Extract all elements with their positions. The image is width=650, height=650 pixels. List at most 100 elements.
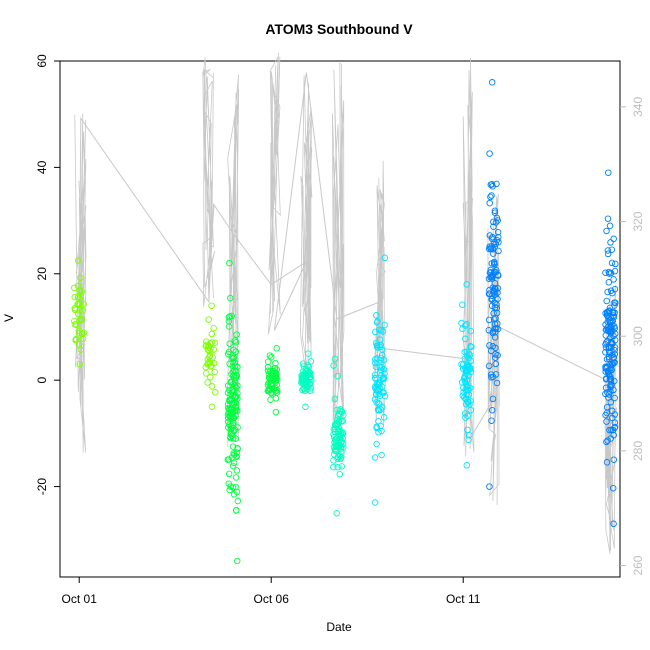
- data-point: [459, 361, 467, 368]
- data-point: [465, 436, 472, 444]
- data-point: [211, 368, 218, 376]
- data-point: [208, 302, 215, 309]
- data-point: [612, 299, 619, 307]
- data-point: [606, 426, 613, 434]
- data-point: [375, 399, 382, 407]
- data-point: [303, 380, 310, 388]
- data-point: [487, 193, 494, 201]
- y2-tick-label: 260: [631, 555, 645, 575]
- data-point: [602, 341, 609, 348]
- data-point: [458, 379, 466, 386]
- data-point: [607, 364, 615, 372]
- data-point: [336, 432, 344, 440]
- data-point: [467, 357, 474, 365]
- data-point: [611, 267, 619, 275]
- data-point: [306, 380, 314, 388]
- data-point: [234, 497, 242, 505]
- data-point: [488, 243, 495, 250]
- data-point: [230, 451, 238, 459]
- data-point: [467, 327, 475, 335]
- data-point: [493, 214, 501, 222]
- data-point: [208, 383, 216, 390]
- spike-burst: [332, 62, 345, 428]
- data-point: [461, 410, 469, 417]
- data-point: [371, 371, 379, 379]
- data-point: [205, 316, 212, 323]
- data-point: [485, 316, 493, 324]
- data-point: [272, 395, 280, 402]
- data-point: [491, 209, 499, 216]
- data-point: [608, 414, 616, 422]
- data-point: [463, 383, 471, 391]
- y-tick-label: 60: [35, 54, 49, 68]
- data-point: [232, 394, 239, 401]
- data-point: [229, 362, 236, 370]
- data-point: [225, 318, 233, 325]
- data-point: [227, 294, 234, 302]
- data-point: [205, 342, 212, 349]
- data-point: [606, 349, 614, 357]
- data-point: [373, 312, 380, 319]
- data-point: [233, 393, 240, 400]
- data-point: [230, 346, 237, 354]
- data-point: [232, 348, 240, 356]
- data-point: [486, 342, 493, 349]
- data-point: [609, 484, 617, 492]
- data-point: [264, 363, 272, 371]
- spike-burst: [268, 52, 281, 335]
- data-point: [610, 276, 617, 283]
- data-point: [232, 362, 239, 369]
- data-point: [334, 372, 341, 380]
- data-point: [610, 520, 617, 528]
- data-point: [210, 324, 217, 332]
- data-point: [76, 317, 83, 324]
- data-point: [373, 319, 381, 326]
- data-point: [489, 395, 497, 403]
- data-point: [604, 250, 612, 258]
- data-point: [232, 474, 240, 481]
- data-point: [226, 340, 233, 347]
- data-point: [604, 369, 612, 376]
- data-point: [306, 373, 314, 380]
- data-point: [606, 327, 614, 335]
- data-point: [374, 406, 382, 414]
- data-point: [492, 360, 499, 368]
- data-point: [337, 431, 345, 438]
- data-point: [602, 344, 610, 351]
- data-point: [607, 435, 615, 442]
- data-point: [226, 411, 233, 419]
- data-point: [610, 235, 617, 243]
- data-point: [268, 354, 275, 361]
- data-point: [608, 259, 616, 267]
- data-point: [488, 374, 495, 381]
- data-point: [606, 222, 614, 230]
- data-point: [485, 326, 493, 334]
- data-point: [465, 391, 473, 398]
- data-point: [232, 483, 240, 491]
- x-tick-label: Oct 06: [254, 592, 290, 606]
- data-point: [488, 296, 495, 303]
- y-tick-label: 0: [35, 377, 49, 384]
- data-point: [271, 364, 279, 372]
- data-point: [226, 259, 233, 267]
- data-point: [304, 350, 312, 357]
- data-point: [272, 384, 279, 392]
- data-point: [330, 463, 337, 471]
- data-point: [225, 480, 232, 487]
- data-point: [488, 79, 496, 86]
- data-point: [611, 394, 618, 402]
- data-point: [612, 260, 619, 268]
- data-point: [338, 463, 346, 470]
- data-point: [461, 374, 468, 381]
- data-point: [485, 362, 493, 370]
- data-points: [71, 79, 619, 565]
- data-point: [607, 383, 614, 391]
- data-point: [492, 344, 499, 352]
- data-point: [605, 169, 612, 176]
- data-point: [208, 330, 216, 338]
- data-point: [231, 379, 239, 387]
- data-point: [371, 374, 379, 382]
- data-point: [267, 396, 274, 403]
- data-point: [330, 443, 338, 451]
- data-point: [207, 373, 214, 381]
